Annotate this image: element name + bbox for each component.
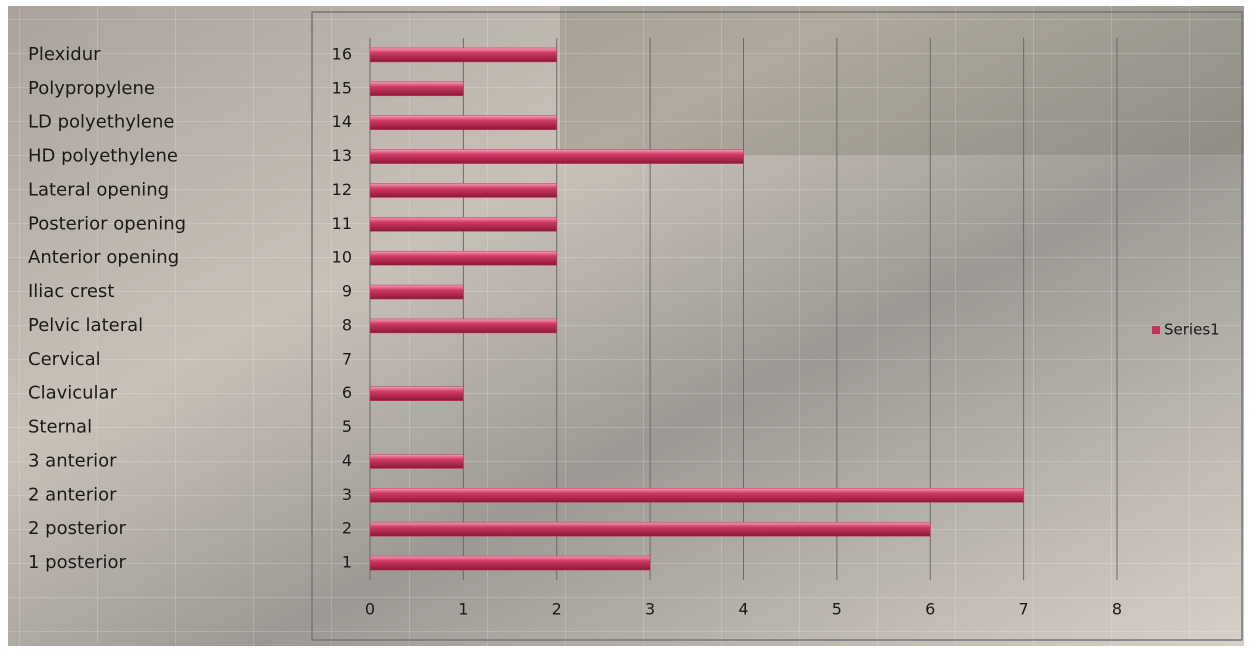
row-label: Polypropylene: [28, 78, 155, 99]
legend-label: Series1: [1164, 321, 1220, 339]
bar: [369, 318, 557, 334]
y-tick-label: 11: [332, 214, 352, 233]
row-label: Posterior opening: [28, 213, 186, 234]
x-tick-label: 3: [645, 600, 655, 619]
bar: [369, 454, 464, 469]
bar: [369, 81, 464, 97]
y-tick-label: 3: [342, 485, 352, 504]
bar: [369, 250, 557, 266]
y-tick-label: 13: [332, 146, 352, 165]
y-tick-label: 6: [342, 383, 352, 402]
row-label: Sternal: [28, 417, 92, 438]
row-label: 2 anterior: [28, 484, 117, 505]
row-label: Clavicular: [28, 383, 118, 404]
bar: [369, 183, 557, 198]
row-label: Iliac crest: [28, 281, 114, 302]
y-tick-label: 14: [332, 112, 352, 131]
row-label: 1 posterior: [28, 552, 127, 573]
y-tick-label: 2: [342, 519, 352, 538]
y-tick-label: 4: [342, 451, 352, 470]
x-tick-label: 7: [1019, 600, 1029, 619]
x-tick-label: 6: [925, 600, 935, 619]
row-label: LD polyethylene: [28, 112, 174, 133]
sheet-cells: [8, 6, 1244, 646]
chart-frame: [311, 11, 1243, 641]
bar: [369, 217, 557, 232]
bar: [369, 47, 557, 63]
x-tick-label: 2: [552, 600, 562, 619]
bar: [369, 115, 557, 130]
row-label: Cervical: [28, 349, 101, 370]
y-tick-label: 15: [332, 78, 352, 97]
y-tick-label: 5: [342, 417, 352, 436]
row-label: 3 anterior: [28, 450, 117, 471]
bar: [369, 488, 1024, 503]
bar: [369, 386, 464, 401]
y-tick-label: 9: [342, 282, 352, 301]
x-tick-label: 5: [832, 600, 842, 619]
y-tick-label: 8: [342, 315, 352, 334]
bar: [369, 555, 651, 571]
y-tick-label: 7: [342, 349, 352, 368]
legend-swatch: [1152, 326, 1160, 334]
x-tick-label: 1: [458, 600, 468, 619]
y-tick-label: 12: [332, 180, 352, 199]
bar: [369, 521, 931, 537]
row-label: Anterior opening: [28, 247, 179, 268]
y-tick-label: 16: [332, 44, 352, 63]
x-tick-label: 4: [738, 600, 748, 619]
row-label: 2 posterior: [28, 518, 127, 539]
y-tick-label: 10: [332, 248, 352, 267]
x-tick-label: 8: [1112, 600, 1122, 619]
bar: [369, 149, 744, 164]
y-tick-label: 1: [342, 553, 352, 572]
row-label: HD polyethylene: [28, 146, 178, 167]
row-label: Plexidur: [28, 44, 101, 65]
row-label: Lateral opening: [28, 179, 169, 200]
row-label: Pelvic lateral: [28, 315, 143, 336]
x-tick-label: 0: [365, 600, 375, 619]
bar: [369, 284, 464, 300]
